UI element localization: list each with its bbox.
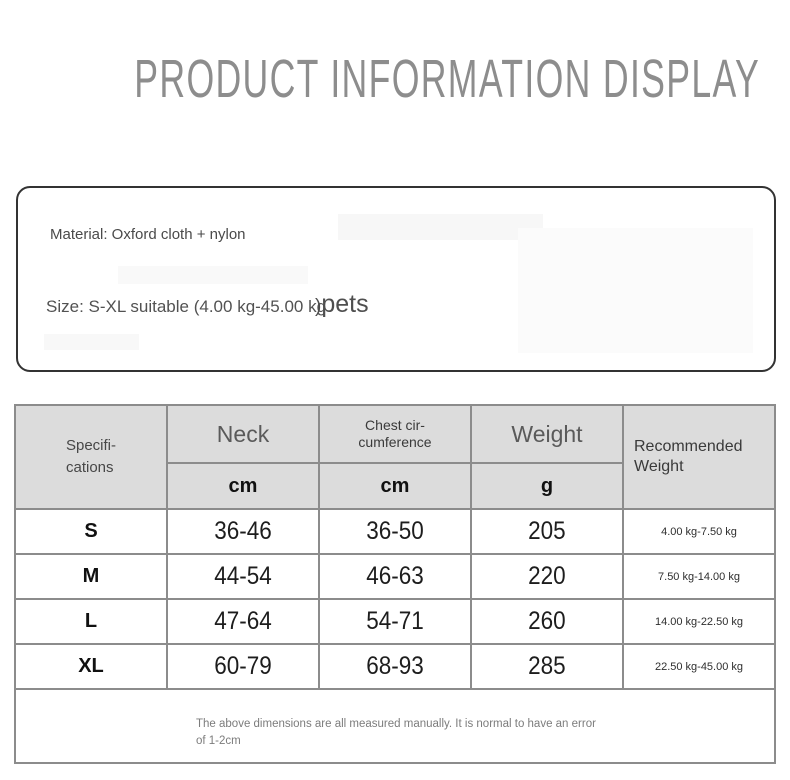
header-row-top: Specifi- cations Neck Chest cir- cumfere… [14,404,776,510]
page-title: PRODUCT INFORMATION DISPLAY [134,49,761,109]
header-chest-circumference: Chest cir- cumference [318,404,472,464]
measurement-disclaimer: The above dimensions are all measured ma… [14,688,776,764]
cell-size: S [14,508,168,555]
cell-neck: 60-79 [166,643,320,690]
cell-recommended-weight: 4.00 kg-7.50 kg [622,508,776,555]
header-weight: Weight [470,404,624,464]
inpaint-artifact [44,334,139,350]
cell-chest: 46-63 [318,553,472,600]
inpaint-artifact [118,266,308,284]
cell-chest: 68-93 [318,643,472,690]
cell-chest: 54-71 [318,598,472,645]
cell-neck: 44-54 [166,553,320,600]
inpaint-artifact [338,214,543,240]
unit-chest-cm: cm [318,462,472,510]
unit-weight-g: g [470,462,624,510]
table-row-s: S 36-46 36-50 205 4.00 kg-7.50 kg [14,508,776,555]
header-recommended-weight: Recommended Weight [622,404,776,510]
footnote-row: The above dimensions are all measured ma… [14,688,776,764]
header-recommended-weight-label: Recommended Weight [634,438,743,475]
header-row-units: cm cm g [15,462,775,510]
table-row-m: M 44-54 46-63 220 7.50 kg-14.00 kg [14,553,776,600]
unit-neck-cm: cm [166,462,320,510]
cell-recommended-weight: 22.50 kg-45.00 kg [622,643,776,690]
cell-chest: 36-50 [318,508,472,555]
cell-size: L [14,598,168,645]
header-specifications-label: Specifi- cations [65,437,117,476]
cell-neck: 47-64 [166,598,320,645]
header-specifications: Specifi- cations [14,404,168,510]
size-text-overlap-paren: ) [315,296,322,317]
size-text-main: Size: S-XL suitable (4.00 kg-45.00 kg [46,297,327,316]
table-row-l: L 47-64 54-71 260 14.00 kg-22.50 kg [14,598,776,645]
cell-recommended-weight: 14.00 kg-22.50 kg [622,598,776,645]
cell-recommended-weight: 7.50 kg-14.00 kg [622,553,776,600]
material-text: Material: Oxford cloth + nylon [50,226,246,243]
cell-size: XL [14,643,168,690]
cell-size: M [14,553,168,600]
size-chart-table: Specifi- cations Neck Chest cir- cumfere… [14,404,776,764]
cell-weight: 205 [470,508,624,555]
header-neck: Neck [166,404,320,464]
cell-weight: 260 [470,598,624,645]
size-text-pets: pets [321,290,369,318]
cell-neck: 36-46 [166,508,320,555]
table-row-xl: XL 60-79 68-93 285 22.50 kg-45.00 kg [14,643,776,690]
product-summary-box: Material: Oxford cloth + nylon Size: S-X… [16,186,776,372]
cell-weight: 285 [470,643,624,690]
inpaint-artifact [518,228,753,353]
cell-weight: 220 [470,553,624,600]
size-text: Size: S-XL suitable (4.00 kg-45.00 kg)pe… [46,290,369,319]
